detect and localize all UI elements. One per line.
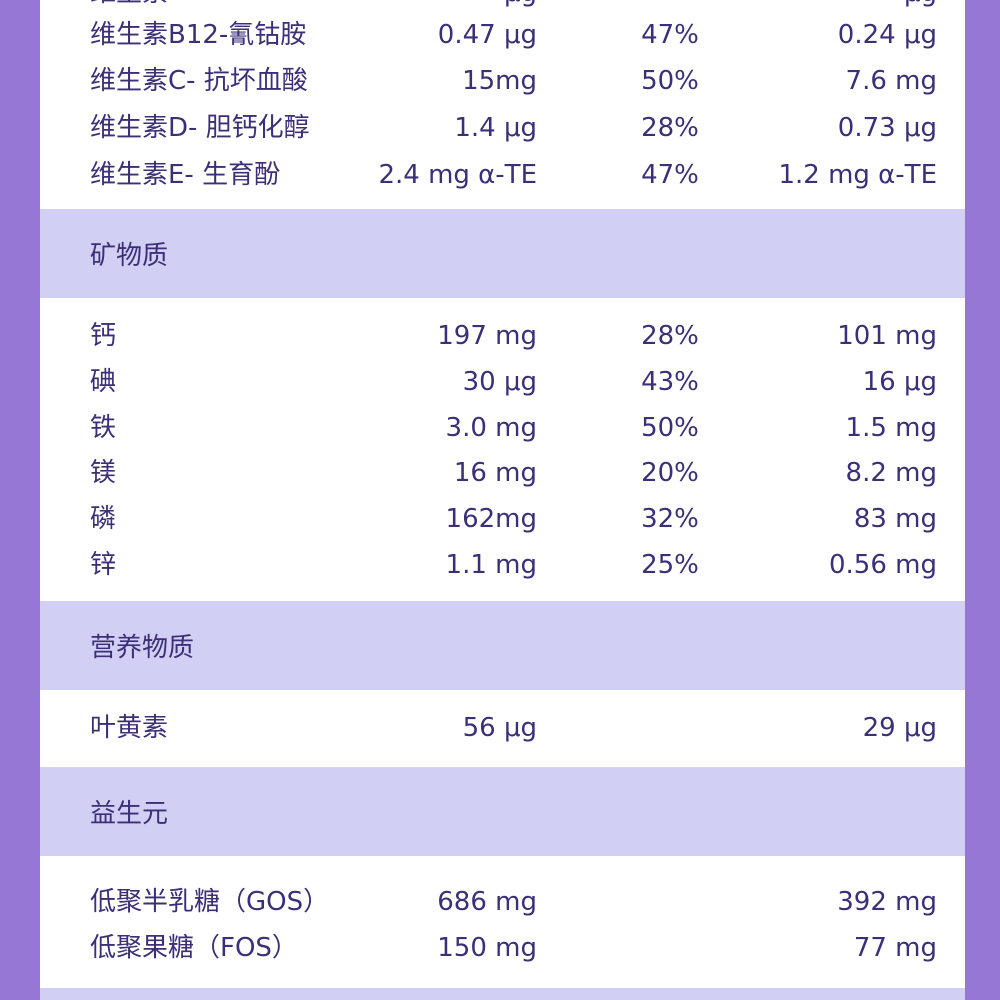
nutrient-per-serving: 7.6 mg [845, 66, 937, 96]
nutrient-amount: 15mg [462, 66, 537, 96]
table-row: 维生素D- 胆钙化醇 1.4 μg 28% 0.73 μg [40, 105, 965, 151]
nutrient-amount: 30 μg [462, 367, 537, 397]
table-row: 镁 16 mg 20% 8.2 mg [40, 450, 965, 496]
nutrient-per-serving: 0.73 μg [837, 113, 937, 143]
nutrient-per-serving: 29 μg [862, 713, 937, 743]
table-row: 碘 30 μg 43% 16 μg [40, 359, 965, 405]
table-row: 维生素C- 抗坏血酸 15mg 50% 7.6 mg [40, 58, 965, 104]
table-row: 低聚果糖（FOS） 150 mg 77 mg [40, 925, 965, 971]
nutrient-percent: 20% [641, 458, 699, 488]
nutrient-per-serving: 392 mg [837, 887, 937, 917]
nutrient-name: 维生素B12-氰钴胺 [90, 20, 307, 50]
nutrient-percent: 50% [641, 413, 699, 443]
nutrient-name: 维生素C- 抗坏血酸 [90, 66, 308, 96]
nutrient-per-serving: 0.24 μg [837, 20, 937, 50]
table-row: 磷 162mg 32% 83 mg [40, 496, 965, 542]
nutrient-name: 钙 [90, 321, 117, 351]
table-row: 维生素 μg μg [40, 0, 965, 16]
nutrient-name: 镁 [90, 458, 117, 488]
section-title: 营养物质 [90, 633, 195, 663]
nutrient-amount: 2.4 mg α-TE [378, 160, 537, 190]
section-header-minerals: 矿物质 [40, 209, 965, 298]
table-row: 锌 1.1 mg 25% 0.56 mg [40, 542, 965, 588]
nutrient-name: 维生素 [90, 0, 168, 16]
nutrient-amount: 56 μg [462, 713, 537, 743]
nutrient-name: 低聚果糖（FOS） [90, 933, 298, 963]
nutrient-percent: 47% [641, 20, 699, 50]
table-row: 钙 197 mg 28% 101 mg [40, 313, 965, 359]
nutrient-percent: 50% [641, 66, 699, 96]
table-row: 维生素E- 生育酚 2.4 mg α-TE 47% 1.2 mg α-TE [40, 152, 965, 198]
nutrient-percent: 28% [641, 321, 699, 351]
nutrient-amount: 0.47 μg [437, 20, 537, 50]
nutrient-per-serving: μg [904, 0, 937, 16]
nutrient-percent: 25% [641, 550, 699, 580]
section-header-prebiotics: 益生元 [40, 767, 965, 856]
nutrient-percent: 47% [641, 160, 699, 190]
nutrient-percent: 32% [641, 504, 699, 534]
section-header-nutrients: 营养物质 [40, 601, 965, 690]
nutrient-name: 铁 [90, 413, 117, 443]
nutrient-per-serving: 0.56 mg [829, 550, 937, 580]
nutrient-name: 锌 [90, 550, 117, 580]
nutrient-per-serving: 77 mg [853, 933, 937, 963]
nutrient-amount: 1.4 μg [454, 113, 537, 143]
table-row: 铁 3.0 mg 50% 1.5 mg [40, 405, 965, 451]
nutrient-amount: 197 mg [437, 321, 537, 351]
nutrient-amount: μg [504, 0, 537, 16]
nutrient-per-serving: 101 mg [837, 321, 937, 351]
section-header-partial [40, 988, 965, 1000]
nutrient-per-serving: 1.5 mg [845, 413, 937, 443]
nutrient-amount: 686 mg [437, 887, 537, 917]
nutrient-name: 维生素D- 胆钙化醇 [90, 113, 310, 143]
section-title: 矿物质 [90, 241, 169, 271]
nutrient-amount: 1.1 mg [445, 550, 537, 580]
nutrient-name: 磷 [90, 504, 117, 534]
nutrient-amount: 16 mg [453, 458, 537, 488]
nutrient-amount: 150 mg [437, 933, 537, 963]
nutrient-per-serving: 1.2 mg α-TE [778, 160, 937, 190]
section-title: 益生元 [90, 799, 169, 829]
nutrient-per-serving: 8.2 mg [845, 458, 937, 488]
nutrient-amount: 162mg [445, 504, 537, 534]
nutrient-per-serving: 16 μg [862, 367, 937, 397]
nutrient-amount: 3.0 mg [445, 413, 537, 443]
nutrient-name: 碘 [90, 367, 117, 397]
nutrient-name: 维生素E- 生育酚 [90, 160, 281, 190]
table-row: 低聚半乳糖（GOS） 686 mg 392 mg [40, 879, 965, 925]
nutrient-name: 低聚半乳糖（GOS） [90, 887, 330, 917]
nutrient-name: 叶黄素 [90, 713, 169, 743]
table-row: 叶黄素 56 μg 29 μg [40, 705, 965, 751]
nutrient-percent: 43% [641, 367, 699, 397]
nutrient-per-serving: 83 mg [853, 504, 937, 534]
table-row: 维生素B12-氰钴胺 0.47 μg 47% 0.24 μg [40, 12, 965, 58]
nutrient-percent: 28% [641, 113, 699, 143]
